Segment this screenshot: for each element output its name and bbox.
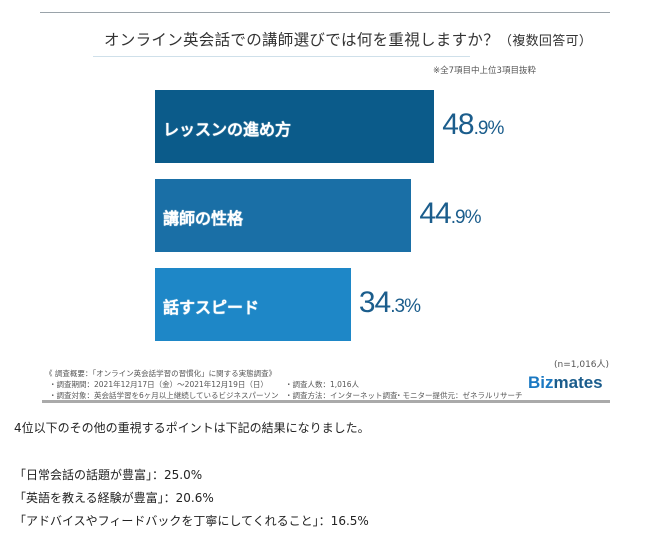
- article-item: 「アドバイスやフィードバックを丁寧にしてくれること」：16.5%: [14, 514, 369, 528]
- survey-provider: ・モニター提供元：ゼネラルリサーチ: [395, 391, 523, 400]
- bizmates-logo: Bizmates: [528, 373, 603, 392]
- data-label-int: 44: [419, 197, 451, 230]
- data-label: 44.9%: [419, 197, 482, 231]
- article-intro: 4位以下のその他の重視するポイントは下記の結果になりました。: [14, 421, 370, 435]
- chart-title-text: オンライン英会話での講師選びでは何を重視しますか？: [104, 31, 500, 49]
- bar: 講師の性格: [155, 179, 412, 252]
- chart-title: オンライン英会話での講師選びでは何を重視しますか？（複数回答可）: [104, 28, 592, 50]
- top-divider: [40, 12, 610, 13]
- bar: レッスンの進め方: [155, 90, 435, 163]
- chart-note: ※全7項目中上位3項目抜粋: [433, 66, 536, 76]
- bottom-divider: [42, 400, 610, 403]
- chart-title-suffix: （複数回答可）: [499, 34, 593, 49]
- survey-respondents: ・調査人数：1,016人: [285, 380, 359, 389]
- summary-title: 《 調査概要：「オンライン英会話学習の習慣化」に関する実態調査》: [45, 369, 277, 378]
- sample-size: (n=1,016人): [554, 360, 610, 370]
- data-label-int: 34: [358, 286, 391, 319]
- bar-label: 話すスピード: [163, 298, 260, 317]
- bar: 話すスピード: [155, 268, 351, 341]
- data-label-dec: .9%: [450, 207, 482, 228]
- data-label: 48.9%: [442, 108, 505, 142]
- survey-method: ・調査方法：インターネット調査: [285, 391, 398, 400]
- survey-period: ・調査期間：2021年12月17日（金）〜2021年12月19日（日）: [49, 380, 268, 389]
- data-label-int: 48: [442, 108, 474, 141]
- data-label-dec: .9%: [473, 118, 505, 139]
- bar-label: 講師の性格: [163, 209, 244, 228]
- title-underline: [93, 56, 470, 57]
- data-label: 34.3%: [358, 286, 421, 320]
- bar-label: レッスンの進め方: [163, 120, 292, 139]
- data-label-dec: .3%: [390, 296, 421, 317]
- survey-target: ・調査対象：英会話学習を6ヶ月以上継続しているビジネスパーソン: [49, 391, 279, 400]
- article-item: 「英語を教える経験が豊富」：20.6%: [14, 491, 214, 505]
- article-item: 「日常会話の話題が豊富」：25.0%: [14, 468, 203, 482]
